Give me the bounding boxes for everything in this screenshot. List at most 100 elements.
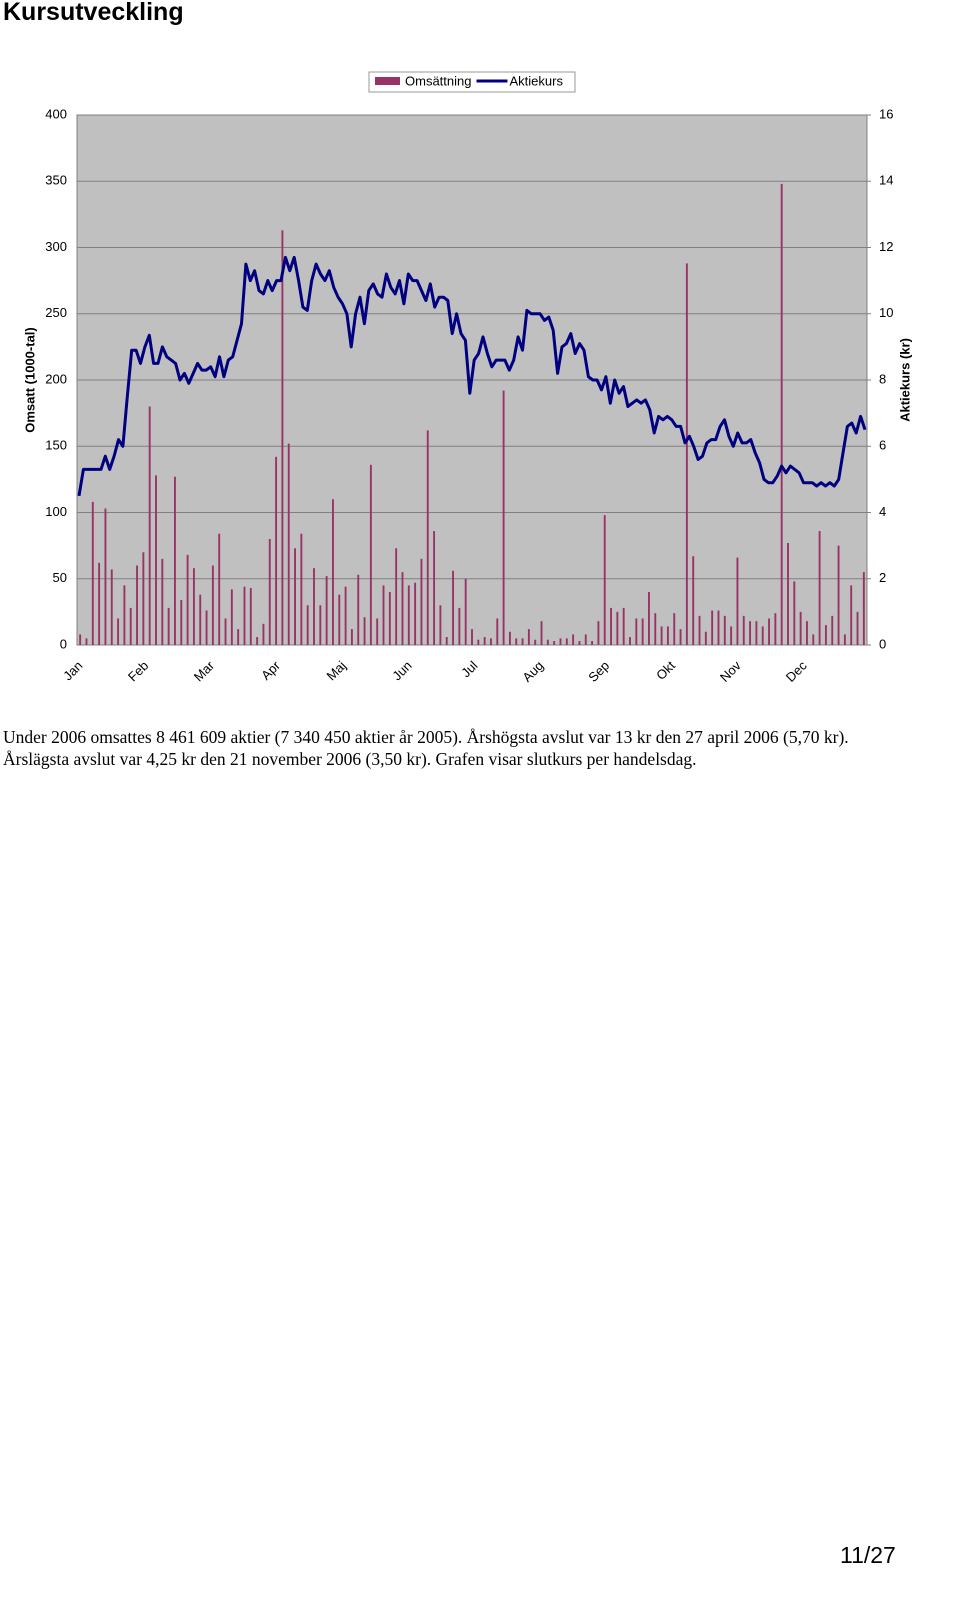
y2-tick-label: 4 <box>879 504 886 519</box>
bar <box>439 605 442 645</box>
bar <box>281 230 284 645</box>
x-tick-label: Nov <box>717 658 744 685</box>
bar <box>723 615 726 645</box>
bar <box>508 631 511 645</box>
x-tick-label: Dec <box>783 658 810 685</box>
y2-tick-label: 16 <box>879 106 893 121</box>
y-tick-label: 250 <box>45 305 67 320</box>
bar <box>572 634 575 645</box>
bar <box>565 638 568 645</box>
x-tick-label: Okt <box>653 658 678 683</box>
bar <box>679 629 682 645</box>
bar <box>812 634 815 645</box>
bar <box>692 556 695 645</box>
bar <box>496 618 499 645</box>
bar <box>527 629 530 645</box>
bar <box>843 634 846 645</box>
bar <box>610 607 612 645</box>
bar <box>79 634 82 645</box>
bar <box>237 629 240 645</box>
bar <box>300 533 303 645</box>
bar <box>749 621 752 645</box>
chart: 0 50 100 150 200 250 300 350 400 0 2 4 6 8 10 12 14 16 Oms… <box>22 71 912 685</box>
bar <box>711 610 714 645</box>
y-tick-label: 150 <box>45 438 67 453</box>
bar <box>167 607 170 645</box>
y-tick-label: 200 <box>45 371 67 386</box>
bar <box>546 639 549 645</box>
text-line: Årslägsta avslut var 4,25 kr den 21 nove… <box>3 749 697 769</box>
y2-tick-label: 14 <box>879 173 893 188</box>
bar <box>553 641 556 645</box>
bar <box>357 574 360 645</box>
bar <box>91 501 94 645</box>
bar <box>471 629 473 645</box>
description: Under 2006 omsattes 8 461 609 aktier (7 … <box>3 726 849 770</box>
legend-label: Omsättning <box>405 73 471 88</box>
x-tick-label: Feb <box>125 658 151 684</box>
bar <box>521 638 524 645</box>
bar <box>148 406 151 645</box>
bar <box>464 578 467 645</box>
bar <box>768 618 770 645</box>
bar <box>344 586 347 645</box>
legend-label: Aktiekurs <box>509 73 563 88</box>
bar <box>161 558 164 645</box>
y-tick-label: 350 <box>45 173 67 188</box>
bar <box>793 581 796 645</box>
y2-tick-label: 10 <box>879 305 893 320</box>
bar <box>540 621 543 645</box>
bar <box>180 599 183 645</box>
legend-swatch <box>375 77 400 85</box>
bar <box>452 570 454 645</box>
bar <box>395 548 398 645</box>
bar <box>850 585 853 645</box>
bar <box>622 607 625 645</box>
bar <box>306 605 309 645</box>
bar <box>155 475 157 645</box>
bar <box>123 585 126 645</box>
bar <box>420 558 423 645</box>
y-tick-label: 100 <box>45 504 67 519</box>
bar <box>382 585 385 645</box>
bar <box>629 637 631 645</box>
bar <box>388 592 391 645</box>
bar <box>426 430 429 645</box>
y2-tick-label: 8 <box>879 371 886 386</box>
bar <box>673 613 676 645</box>
bar <box>287 443 290 645</box>
price-line <box>77 255 867 497</box>
bar <box>142 552 145 645</box>
bar <box>755 621 758 645</box>
bar <box>230 589 233 645</box>
text-line: Under 2006 omsattes 8 461 609 aktier (7 … <box>3 727 849 747</box>
y-axis-label: Omsatt (1000-tal) <box>22 327 37 432</box>
bar <box>837 545 840 645</box>
bar <box>831 615 834 645</box>
y2-tick-label: 2 <box>879 570 886 585</box>
bar <box>218 533 221 645</box>
bar <box>445 637 448 645</box>
bar <box>490 638 492 645</box>
x-tick-label: Sep <box>585 658 612 685</box>
y-tick-label: 400 <box>45 106 67 121</box>
legend-box <box>368 71 576 93</box>
bar <box>502 390 505 645</box>
bar <box>824 625 827 645</box>
bar <box>774 613 777 645</box>
bar <box>332 499 334 645</box>
bar <box>616 611 619 645</box>
bar <box>117 618 120 645</box>
bar <box>635 618 638 645</box>
y2-tick-label: 6 <box>879 438 886 453</box>
bar <box>98 562 101 645</box>
bar <box>660 626 663 645</box>
x-tick-label: Aug <box>519 658 546 685</box>
bar <box>319 605 322 645</box>
bar <box>862 572 865 645</box>
bar <box>799 611 802 645</box>
bar <box>110 569 113 645</box>
bar <box>578 641 581 645</box>
bar <box>603 515 606 645</box>
